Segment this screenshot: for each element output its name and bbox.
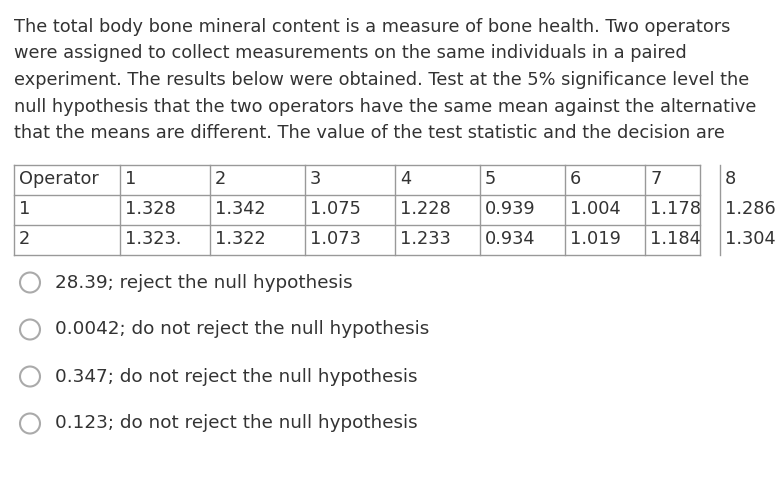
Text: 2: 2 (19, 230, 30, 248)
Text: 3: 3 (310, 170, 321, 188)
Text: 1.322: 1.322 (215, 230, 266, 248)
Text: 0.123; do not reject the null hypothesis: 0.123; do not reject the null hypothesis (55, 414, 418, 432)
Text: 4: 4 (400, 170, 411, 188)
Text: 8: 8 (725, 170, 736, 188)
Text: 1: 1 (125, 170, 137, 188)
Text: 1.233: 1.233 (400, 230, 451, 248)
Text: 2: 2 (215, 170, 226, 188)
Text: 0.939: 0.939 (485, 200, 536, 218)
Text: 1.304: 1.304 (725, 230, 776, 248)
Text: 1.286: 1.286 (725, 200, 776, 218)
Text: 1.228: 1.228 (400, 200, 451, 218)
Text: 1: 1 (19, 200, 30, 218)
Text: 0.0042; do not reject the null hypothesis: 0.0042; do not reject the null hypothesi… (55, 321, 430, 339)
Text: 1.328: 1.328 (125, 200, 176, 218)
Text: 1.075: 1.075 (310, 200, 361, 218)
Text: 0.934: 0.934 (485, 230, 536, 248)
Text: that the means are different. The value of the test statistic and the decision a: that the means are different. The value … (14, 124, 725, 142)
Text: 7: 7 (650, 170, 662, 188)
Text: 1.004: 1.004 (570, 200, 621, 218)
Text: 5: 5 (485, 170, 496, 188)
Text: 1.184: 1.184 (650, 230, 701, 248)
Text: 1.178: 1.178 (650, 200, 701, 218)
Text: experiment. The results below were obtained. Test at the 5% significance level t: experiment. The results below were obtai… (14, 71, 749, 89)
Text: 1.073: 1.073 (310, 230, 361, 248)
Text: Operator: Operator (19, 170, 98, 188)
Text: 6: 6 (570, 170, 581, 188)
Text: 1.342: 1.342 (215, 200, 266, 218)
Text: null hypothesis that the two operators have the same mean against the alternativ: null hypothesis that the two operators h… (14, 98, 756, 115)
Text: 1.019: 1.019 (570, 230, 621, 248)
Text: 28.39; reject the null hypothesis: 28.39; reject the null hypothesis (55, 273, 353, 292)
Text: 0.347; do not reject the null hypothesis: 0.347; do not reject the null hypothesis (55, 368, 418, 385)
Text: were assigned to collect measurements on the same individuals in a paired: were assigned to collect measurements on… (14, 44, 686, 62)
Text: 1.323.: 1.323. (125, 230, 181, 248)
Text: The total body bone mineral content is a measure of bone health. Two operators: The total body bone mineral content is a… (14, 18, 730, 36)
